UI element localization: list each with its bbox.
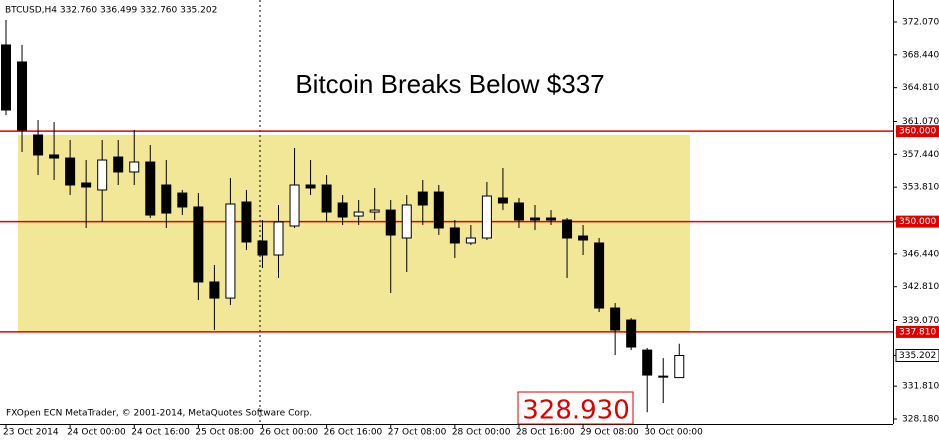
candle-body [385, 209, 396, 236]
y-tick-label: 353.810 [902, 183, 939, 193]
candle-body [369, 209, 380, 213]
y-tick-label: 368.440 [902, 50, 939, 60]
y-tick-label: 342.810 [902, 282, 939, 292]
candle-body [626, 319, 637, 348]
y-tick-label: 339.070 [902, 316, 939, 326]
x-tick-label: 24 Oct 16:00 [131, 428, 190, 438]
level-label-box [896, 325, 939, 338]
candle-body [33, 134, 44, 156]
candle-body [465, 237, 476, 244]
candle-body [49, 154, 60, 159]
candle-body [161, 184, 172, 214]
candle-body [17, 61, 28, 131]
candle-body [562, 219, 573, 239]
candle-body [594, 242, 605, 309]
candle-body [145, 161, 156, 216]
candle-body [129, 161, 140, 173]
candle-body [449, 227, 460, 244]
level-layer [0, 130, 893, 333]
annotation-box [517, 391, 634, 425]
x-tick-label: 23 Oct 2014 [3, 428, 59, 438]
candle-body [658, 375, 669, 378]
candle-body [610, 307, 621, 331]
y-tick-label: 357.440 [902, 150, 939, 160]
x-tick-label: 28 Oct 16:00 [516, 428, 575, 438]
candle-body [1, 44, 11, 111]
candle-body [225, 203, 236, 299]
candle-body [257, 240, 268, 256]
candle-body [337, 202, 348, 218]
candle-body [529, 217, 540, 221]
footer: FXOpen ECN MetaTrader, © 2001-2014, Meta… [6, 409, 312, 419]
current-price-label: 335.202 [899, 351, 936, 361]
x-tick-label: 24 Oct 00:00 [67, 428, 126, 438]
candle-body [401, 204, 412, 239]
candle-body [321, 184, 332, 213]
header: BTCUSD,H4 332.760 336.499 332.760 335.20… [5, 6, 217, 16]
low-annotation: 328.930 [522, 396, 630, 426]
candle-body [81, 182, 92, 188]
level-label-box [896, 215, 939, 228]
chart-title: Bitcoin Breaks Below $337 [295, 69, 604, 99]
y-tick-label: 361.070 [902, 117, 939, 127]
x-tick-label: 29 Oct 08:00 [580, 428, 639, 438]
candle-layer [1, 19, 685, 413]
candle-body [481, 195, 492, 239]
candle-body [289, 184, 300, 227]
candle-body [674, 355, 685, 379]
candle-body [497, 197, 508, 204]
x-tick-label: 27 Oct 08:00 [388, 428, 447, 438]
candle-body [65, 157, 76, 186]
x-tick-label: 30 Oct 00:00 [644, 428, 703, 438]
level-label: 360.000 [899, 127, 936, 137]
x-tick-label: 28 Oct 00:00 [452, 428, 511, 438]
candle-body [642, 349, 653, 376]
y-tick-label: 331.810 [902, 382, 939, 392]
level-label: 337.810 [899, 327, 936, 337]
y-tick-label: 364.810 [902, 83, 939, 93]
candle-body [193, 206, 204, 283]
candle-body [417, 191, 428, 206]
level-label: 350.000 [899, 217, 936, 227]
y-tick-label: 372.070 [902, 17, 939, 27]
x-tick-label: 26 Oct 16:00 [324, 428, 383, 438]
candle-body [578, 235, 589, 241]
candle-body [177, 192, 188, 208]
candle-body [513, 202, 524, 221]
candle-body [305, 184, 316, 189]
candle-body [433, 191, 444, 229]
candle-body [273, 221, 284, 256]
level-label-box [896, 125, 939, 138]
x-tick-label: 26 Oct 00:00 [259, 428, 318, 438]
x-tick-label: 25 Oct 08:00 [195, 428, 254, 438]
candle-body [241, 201, 252, 243]
candle-body [97, 159, 108, 191]
y-tick-label: 328.180 [902, 415, 939, 425]
candle-body [353, 211, 364, 217]
y-tick-label: 346.440 [902, 249, 939, 259]
current-price-box [895, 349, 939, 363]
candle-body [546, 217, 557, 221]
candle-body [113, 156, 124, 173]
candle-body [209, 281, 220, 299]
